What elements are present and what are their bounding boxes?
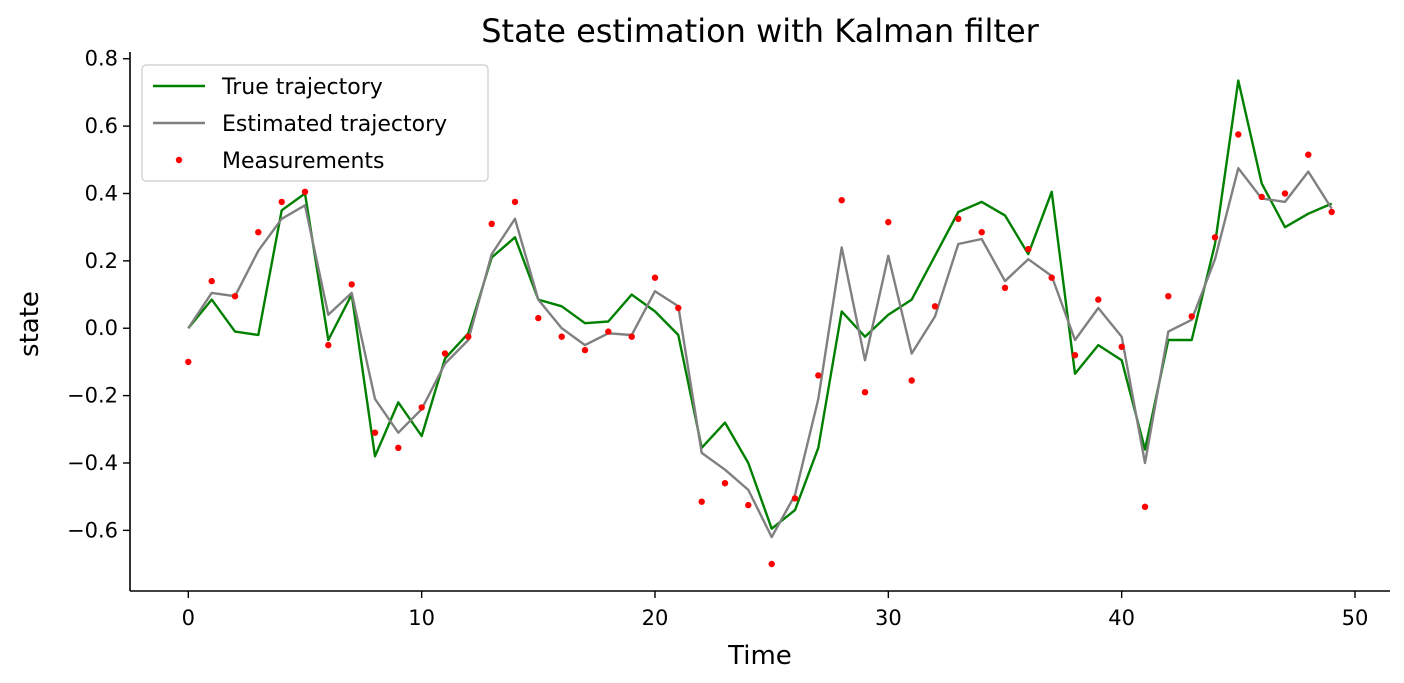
measurements-point	[955, 215, 962, 222]
measurements-point	[255, 229, 262, 236]
measurements-point	[1141, 503, 1149, 510]
y-tick-label: 0.4	[85, 181, 118, 205]
measurements-point	[278, 198, 285, 206]
chart-title: State estimation with Kalman filter	[481, 12, 1039, 50]
legend-box	[141, 64, 489, 182]
measurements-point	[418, 404, 425, 411]
x-tick-label: 30	[875, 606, 902, 630]
x-axis-label: Time	[727, 641, 792, 671]
measurements-point	[838, 197, 845, 204]
legend-swatch-measurements	[175, 156, 183, 164]
measurements-point	[768, 560, 775, 568]
measurements-point	[1258, 193, 1265, 201]
ticks: 0 10 20 30 40 50 −0.6 −0.4 −0.2 0.0 0.2 0.4 0.6 0.8	[67, 47, 1368, 630]
measurements-point	[488, 220, 495, 227]
measurements-point	[885, 218, 892, 226]
legend-label-measurements: Measurements	[222, 149, 385, 174]
y-tick-label: 0.8	[85, 47, 118, 71]
measurements-point	[605, 328, 612, 335]
measurements-point	[208, 277, 215, 285]
measurements-point	[1281, 190, 1289, 197]
measurements-point	[628, 333, 635, 340]
measurements-point	[1048, 274, 1055, 281]
measurements-point	[721, 480, 729, 487]
measurements-point	[1165, 293, 1172, 300]
y-tick-label: 0.2	[85, 249, 118, 273]
measurements-point	[301, 188, 309, 195]
x-tick-label: 0	[182, 606, 195, 630]
y-tick-label: 0.6	[85, 114, 118, 138]
measurements-point	[1001, 284, 1009, 291]
measurements-point	[395, 444, 402, 451]
x-tick-label: 20	[642, 606, 669, 630]
measurements-point	[465, 333, 472, 340]
legend-label-true-trajectory: True trajectory	[221, 75, 383, 100]
measurements-point	[441, 350, 449, 357]
measurements-point	[231, 293, 239, 300]
series-layer	[185, 79, 1335, 568]
legend: True trajectory Estimated trajectory Measu…	[141, 64, 489, 182]
y-tick-label: −0.2	[67, 384, 118, 408]
measurements-point	[185, 358, 192, 366]
x-tick-label: 50	[1342, 606, 1369, 630]
measurements-point	[651, 274, 659, 281]
measurements-point	[675, 304, 682, 312]
axes	[129, 52, 1390, 592]
measurements-point	[348, 281, 355, 288]
measurements-point	[1118, 343, 1125, 350]
measurements-point	[1305, 151, 1312, 158]
measurements-point	[698, 498, 705, 505]
measurements-point	[1188, 313, 1195, 320]
y-tick-label: 0.0	[85, 316, 118, 340]
measurements-point	[325, 341, 332, 349]
measurements-point	[511, 198, 519, 206]
estimated-trajectory-line	[187, 167, 1333, 539]
measurements-point	[1211, 234, 1219, 241]
x-tick-label: 40	[1108, 606, 1135, 630]
measurements-point	[861, 389, 869, 396]
measurements-point	[978, 229, 985, 236]
measurements-point	[931, 303, 939, 310]
true-trajectory-line	[187, 79, 1333, 530]
measurements-point	[371, 429, 379, 436]
measurements-point	[1025, 245, 1032, 253]
measurements-point	[908, 377, 915, 384]
measurements-point	[815, 372, 822, 379]
legend-label-estimated-trajectory: Estimated trajectory	[222, 112, 447, 137]
y-tick-label: −0.6	[67, 518, 118, 542]
y-axis-label: state	[15, 291, 45, 357]
measurements-point	[581, 346, 589, 354]
measurements-point	[1095, 296, 1102, 303]
y-tick-label: −0.4	[67, 451, 118, 475]
measurements-point	[558, 333, 565, 340]
measurements-point	[745, 501, 752, 509]
x-tick-label: 10	[408, 606, 435, 630]
measurements-point	[1071, 352, 1079, 359]
measurements-point	[535, 314, 542, 322]
measurements-point	[1328, 208, 1335, 216]
measurements-point	[1235, 131, 1242, 138]
measurements-point	[791, 495, 799, 502]
